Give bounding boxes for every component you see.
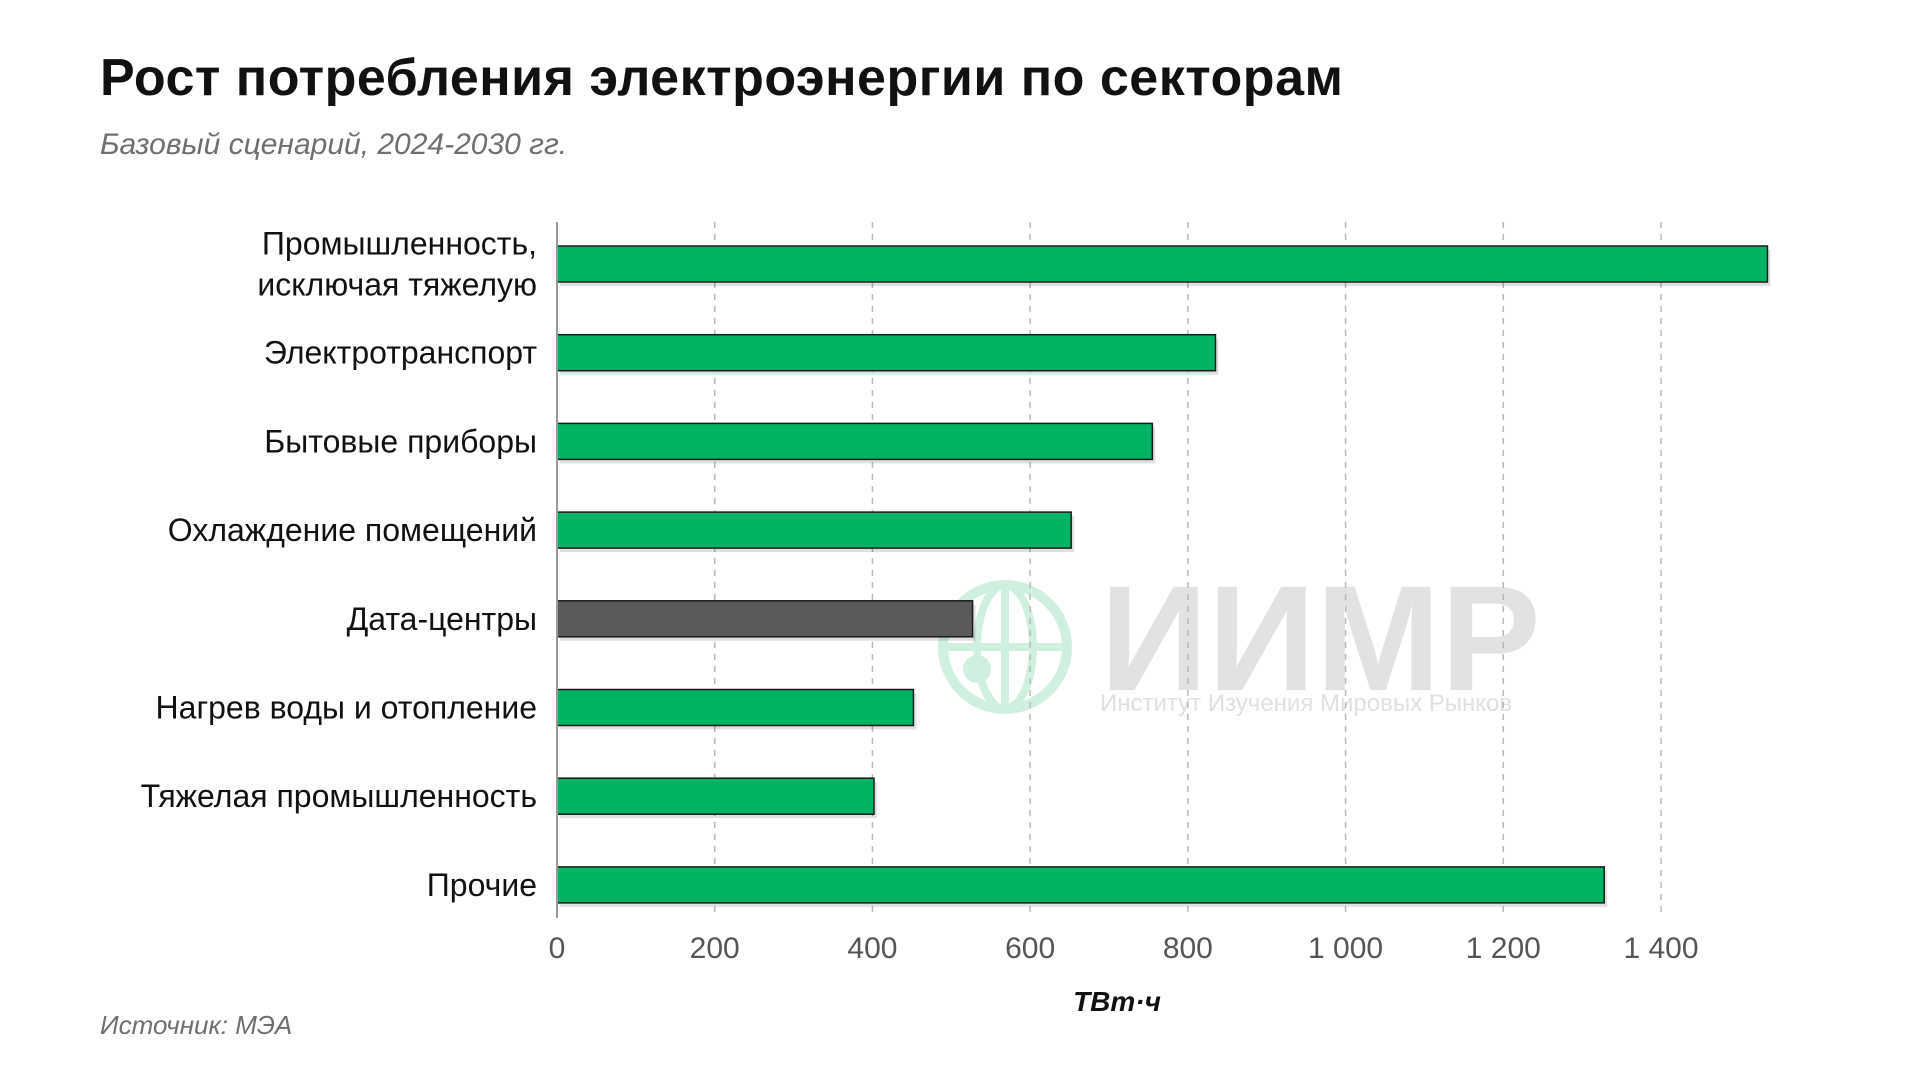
bar [557,335,1215,371]
x-tick-label: 800 [1163,932,1213,965]
category-label: Охлаждение помещений [168,512,537,548]
bar [557,512,1071,548]
x-axis-label: ТВт·ч [1073,986,1161,1017]
source-note: Источник: МЭА [100,1010,292,1041]
category-label: Электротранспорт [264,335,537,371]
bar [557,778,874,814]
x-tick-label: 1 400 [1623,932,1698,965]
bar [557,690,913,726]
category-label: Бытовые приборы [264,423,537,459]
category-label: Дата-центры [347,601,537,637]
bar [557,601,973,637]
bar [557,867,1604,903]
category-label: Нагрев воды и отопление [156,690,537,726]
x-tick-label: 200 [690,932,740,965]
x-tick-label: 600 [1005,932,1055,965]
category-labels: Промышленность, исключая тяжелую Электротр… [141,226,538,903]
category-label: Прочие [427,867,537,903]
category-label: Тяжелая промышленность [141,778,537,814]
x-tick-label: 0 [549,932,566,965]
x-tick-label: 1 200 [1466,932,1541,965]
bar [557,423,1152,459]
watermark-tagline: Институт Изучения Мировых Рынков [1100,690,1512,717]
x-tick-labels: 0 200 400 600 800 1 000 1 200 1 400 [549,932,1699,965]
bar [557,246,1767,282]
x-tick-label: 1 000 [1308,932,1383,965]
x-tick-label: 400 [847,932,897,965]
category-label: Промышленность, исключая тяжелую [257,226,537,303]
